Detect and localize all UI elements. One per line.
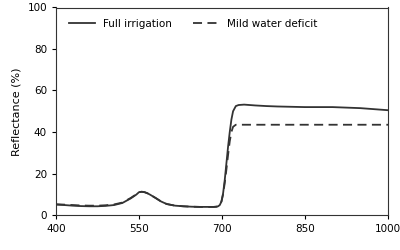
Y-axis label: Reflectance (%): Reflectance (%) xyxy=(12,67,22,156)
Legend: Full irrigation, Mild water deficit: Full irrigation, Mild water deficit xyxy=(64,15,322,33)
